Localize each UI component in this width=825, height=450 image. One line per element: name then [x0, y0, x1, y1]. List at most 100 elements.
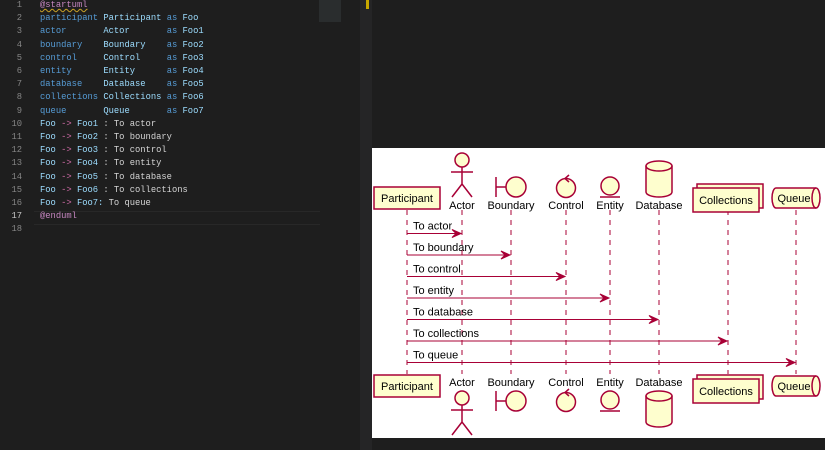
code-token: ->: [61, 158, 72, 169]
database-icon: [645, 165, 673, 172]
code-line: Foo -> Foo7: To queue: [40, 198, 151, 208]
actor-icon: [454, 390, 470, 406]
database-icon: [645, 160, 673, 198]
message-label: To actor: [413, 221, 452, 233]
code-token: Foo7:: [76, 198, 104, 208]
line-number: 2: [16, 13, 22, 24]
actor-icon: [451, 167, 473, 198]
code-token: Foo: [182, 13, 199, 24]
participant-label: Queue: [777, 193, 810, 205]
line-number: 13: [11, 158, 22, 169]
code-line: queue Queue as Foo7: [40, 106, 204, 116]
code-token: : To collections: [103, 184, 188, 195]
participant-label: Participant: [381, 381, 433, 393]
code-token: : To boundary: [103, 132, 172, 142]
code-token: ->: [61, 184, 72, 195]
message-label: To boundary: [413, 242, 474, 254]
code-line: Foo -> Foo4 : To entity: [40, 158, 161, 168]
line-number: 16: [11, 198, 22, 208]
line-number: 6: [16, 66, 22, 76]
code-token: database: [40, 79, 83, 90]
code-line: Foo -> Foo3: To control: [40, 145, 167, 155]
line-number: 10: [11, 118, 22, 129]
code-token: Foo3: [182, 52, 204, 63]
code-token: Foo4: [76, 158, 99, 169]
arrow-head: [717, 336, 729, 346]
code-token: Actor: [103, 26, 130, 37]
line-number: 11: [11, 132, 22, 142]
collections-box: [692, 187, 760, 213]
code-token: ->: [61, 198, 72, 208]
code-line: database Database as Foo5: [40, 79, 204, 89]
line-number: 5: [16, 52, 22, 63]
code-token: Foo6: [76, 184, 99, 195]
line-number: 3: [16, 26, 22, 37]
splitter[interactable]: [360, 0, 372, 450]
code-editor[interactable]: 1 2 3 4 5 6 7 8 9 10 11 12 13 14 15 16 17 18 @startuml part…: [0, 0, 360, 450]
code-token: Foo: [40, 118, 56, 129]
code-token: Foo7: [182, 105, 204, 116]
participant-label: Collections: [699, 195, 753, 207]
code-line: participant Participant as Foo: [40, 13, 198, 23]
code-line: collections Collections as Foo6: [40, 92, 204, 102]
code-token: ->: [61, 118, 72, 129]
database-icon: [645, 390, 673, 428]
code-token: @enduml: [40, 211, 77, 222]
code-token: as: [166, 13, 178, 24]
code-token: as: [166, 105, 178, 116]
code-line: Foo -> Foo1: To actor: [40, 119, 156, 129]
code-token: Foo: [40, 198, 56, 208]
tab-indicator: [366, 0, 369, 9]
actor-icon: [451, 405, 473, 436]
message-label: To database: [413, 307, 473, 319]
arrow-head: [599, 293, 611, 303]
code-token: Collections: [103, 92, 162, 103]
participant-label: Entity: [596, 200, 624, 212]
participant-label: Entity: [596, 377, 624, 389]
participant-label: Control: [548, 377, 583, 389]
participant-label: Collections: [699, 386, 753, 398]
code-token: Foo6: [182, 92, 204, 103]
code-line: Foo -> Foo2: To boundary: [40, 132, 172, 142]
code-token: Foo3: [76, 145, 99, 156]
code-line: @startuml: [40, 0, 88, 10]
code-token: : To actor: [103, 118, 157, 129]
message-label: To control: [413, 264, 461, 276]
code-token: Foo: [40, 132, 56, 142]
arrow-head: [451, 229, 463, 238]
code-token: To queue: [108, 198, 151, 208]
participant-label: Queue: [777, 381, 810, 393]
line-number: 15: [11, 184, 22, 195]
control-icon: [563, 174, 570, 183]
code-token: boundary: [40, 39, 83, 50]
control-icon: [555, 177, 577, 199]
code-token: Entity: [103, 66, 136, 76]
participant-label: Database: [635, 200, 682, 212]
code-token: Foo2: [76, 132, 99, 142]
line-number: 18: [11, 224, 22, 235]
participant-label: Boundary: [487, 377, 535, 389]
participant-label: Participant: [381, 193, 433, 205]
arrow-head: [500, 250, 512, 260]
code-token: Foo: [40, 158, 56, 169]
line-number: 14: [11, 171, 22, 182]
code-token: Foo5: [182, 79, 204, 90]
code-token: Boundary: [103, 39, 146, 50]
code-token: control: [40, 52, 77, 63]
collections-box: [692, 378, 760, 404]
code-line: Foo -> Foo6: To collections: [40, 185, 188, 195]
code-line: actor Actor as Foo1: [40, 26, 204, 36]
code-token: actor: [40, 26, 67, 37]
control-icon: [555, 391, 577, 413]
code-token: Control: [103, 52, 141, 63]
entity-icon: [600, 390, 620, 410]
minimap[interactable]: [319, 0, 341, 22]
current-line: [34, 211, 320, 226]
participant-label: Control: [548, 200, 583, 212]
code-token: : To entity: [103, 158, 162, 169]
line-number: 12: [11, 145, 22, 156]
code-token: : To control: [103, 145, 167, 156]
code-token: Foo5: [76, 171, 99, 182]
